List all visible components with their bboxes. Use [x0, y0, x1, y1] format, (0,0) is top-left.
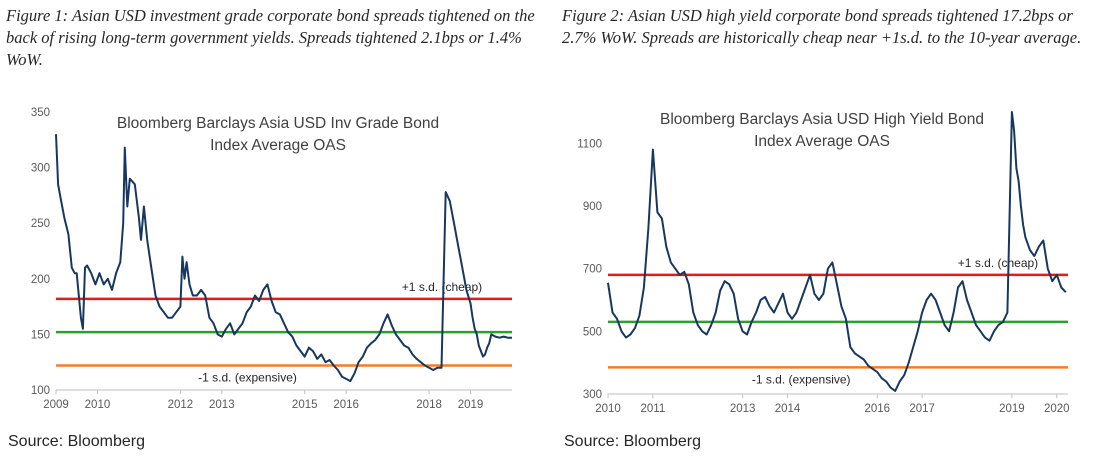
- hy-spread-chart: 300 500 700 900 1100 2010 2011 2013 2014 2016 2017…: [577, 111, 1070, 415]
- y-tick-label: 1100: [577, 138, 602, 150]
- y-tick-label: 300: [583, 389, 602, 401]
- chart-title-line: Index Average OAS: [754, 133, 890, 150]
- figure-1-caption: Figure 1: Asian USD investment grade cor…: [6, 6, 535, 69]
- x-tick-label: 2010: [85, 399, 111, 411]
- y-tick-label: 700: [583, 264, 602, 276]
- y-tick-label: 250: [31, 218, 50, 230]
- y-tick-label: 150: [31, 329, 50, 341]
- sd-line-label: -1 s.d. (expensive): [198, 371, 297, 385]
- y-tick-label: 500: [583, 326, 602, 338]
- x-tick-label: 2015: [292, 399, 318, 411]
- x-tick-label: 2019: [458, 399, 484, 411]
- sd-line-label: +1 s.d. (cheap): [958, 256, 1038, 270]
- x-tick-label: 2016: [333, 399, 359, 411]
- figure-2-caption: Figure 2: Asian USD high yield corporate…: [562, 6, 1082, 47]
- y-tick-label: 200: [31, 274, 50, 286]
- figure-2-panel: Figure 2: Asian USD high yield corporate…: [556, 0, 1096, 464]
- x-tick-label: 2009: [43, 399, 69, 411]
- x-tick-label: 2011: [641, 403, 666, 415]
- y-tick-label: 300: [31, 163, 50, 175]
- spread-series-line: [55, 134, 512, 383]
- figure-2-source: Source: Bloomberg: [564, 433, 701, 450]
- y-tick-label: 900: [583, 201, 602, 213]
- x-tick-label: 2017: [909, 403, 935, 415]
- spread-series-line: [607, 111, 1067, 392]
- x-tick-label: 2013: [209, 399, 235, 411]
- y-tick-label: 100: [31, 385, 50, 397]
- x-tick-label: 2019: [999, 403, 1025, 415]
- y-tick-label: 350: [31, 107, 50, 119]
- chart-title-line: Bloomberg Barclays Asia USD High Yield B…: [660, 111, 984, 128]
- ig-spread-chart: 100 150 200 250 300 350 2009 2010 2012 2013 2015 20…: [31, 107, 512, 411]
- chart-title-line: Bloomberg Barclays Asia USD Inv Grade Bo…: [117, 115, 439, 132]
- x-tick-label: 2012: [168, 399, 194, 411]
- x-tick-label: 2010: [595, 403, 621, 415]
- sd-line-label: -1 s.d. (expensive): [752, 372, 851, 386]
- sd-line-label: +1 s.d. (cheap): [402, 280, 482, 294]
- x-tick-label: 2018: [416, 399, 442, 411]
- x-tick-label: 2016: [864, 403, 890, 415]
- figure-1-panel: Figure 1: Asian USD investment grade cor…: [0, 0, 540, 464]
- figure-1-source: Source: Bloomberg: [8, 433, 145, 450]
- x-tick-label: 2014: [775, 403, 801, 415]
- chart-title-line: Index Average OAS: [210, 137, 346, 154]
- x-tick-label: 2013: [730, 403, 756, 415]
- x-tick-label: 2020: [1044, 403, 1070, 415]
